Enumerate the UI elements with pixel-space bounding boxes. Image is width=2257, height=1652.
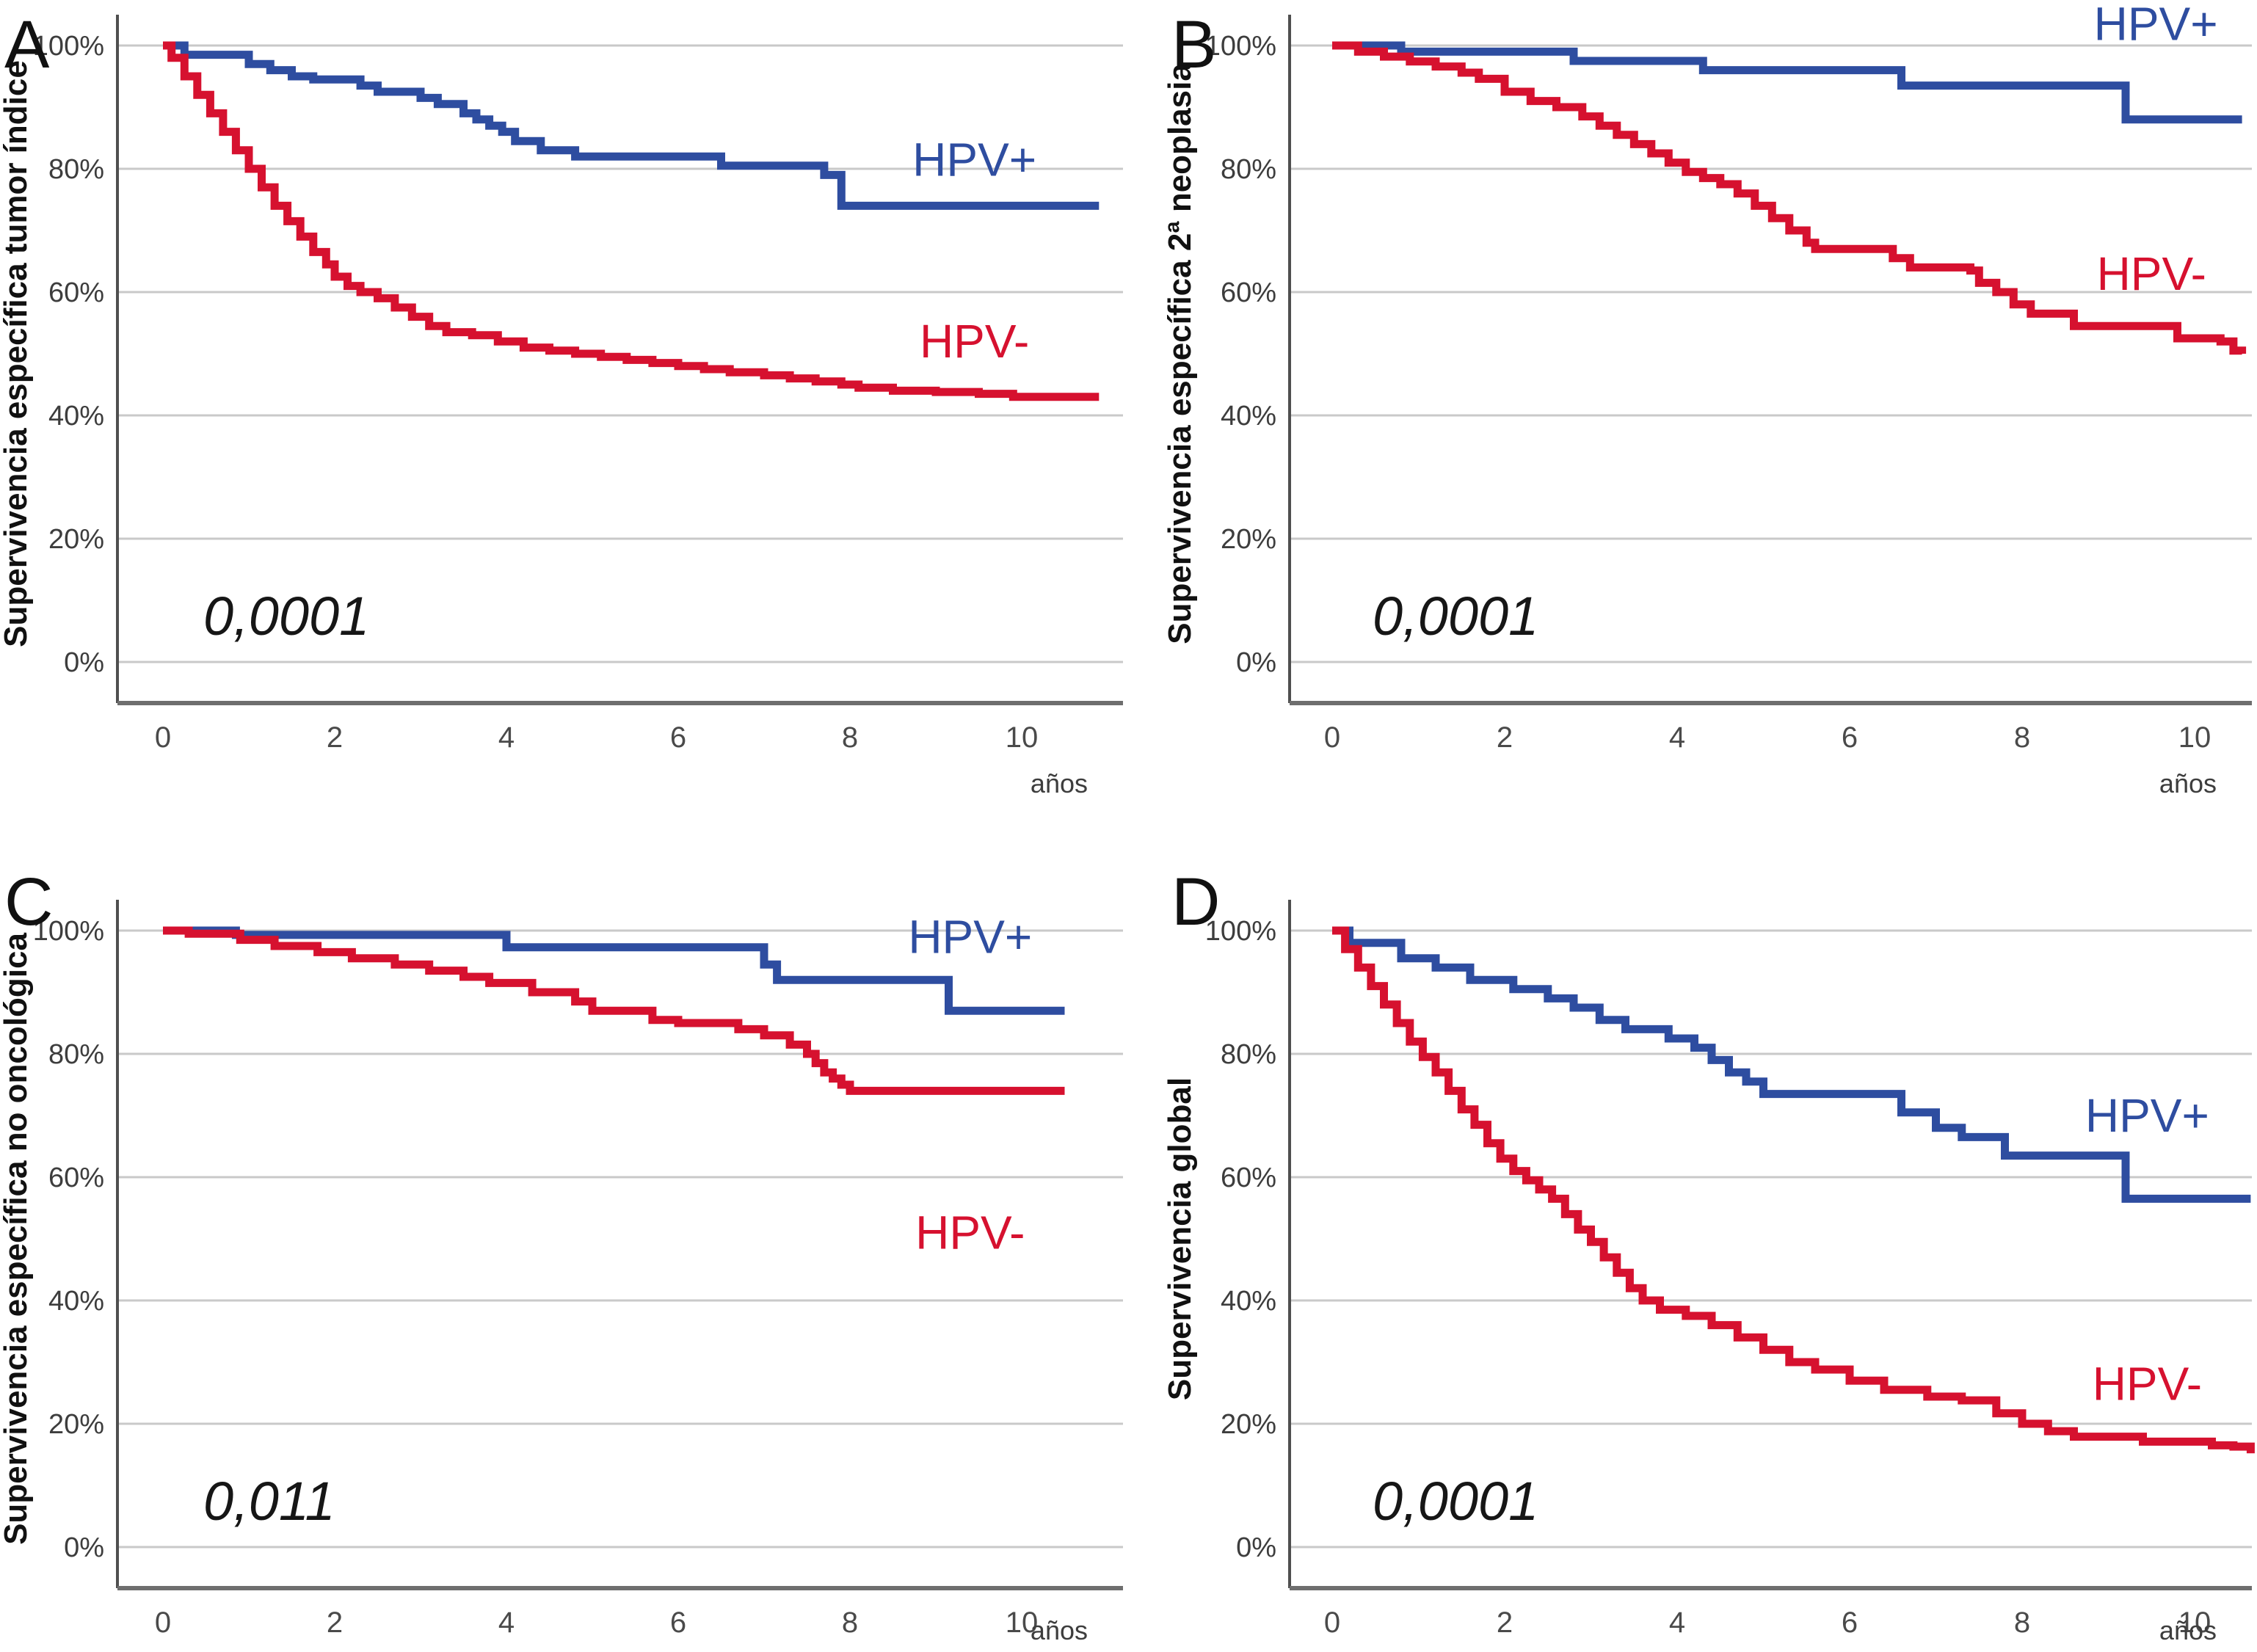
panel-c-chart: 100% 80% 60% 40% 20% 0% 0 2 4 6 8 10 C Supervivenc… xyxy=(0,865,1123,1645)
hpv-positive-curve xyxy=(163,41,1100,210)
p-value: 0,0001 xyxy=(1373,586,1538,647)
y-tick-label: 0% xyxy=(1236,647,1276,678)
y-tick-label: 80% xyxy=(48,1039,104,1070)
x-tick-labels: 0 2 4 6 8 10 xyxy=(155,1606,1038,1639)
p-value: 0,011 xyxy=(203,1471,335,1532)
y-tick-label: 40% xyxy=(1221,1286,1276,1317)
panel-d-chart: 100% 80% 60% 40% 20% 0% 0 2 4 6 8 10 D Supervivenc… xyxy=(1162,865,2255,1645)
hpv-negative-label: HPV- xyxy=(915,1207,1025,1259)
hpv-negative-curve xyxy=(163,926,1065,1095)
x-tick-label: 10 xyxy=(1006,721,1039,754)
x-tick-label: 2 xyxy=(1497,721,1513,754)
hpv-positive-curve xyxy=(1332,926,2251,1203)
x-tick-label: 4 xyxy=(1669,721,1685,754)
gridlines xyxy=(117,929,1123,1549)
y-tick-label: 40% xyxy=(1221,401,1276,432)
p-value: 0,0001 xyxy=(203,586,369,647)
y-tick-labels: 100% 80% 60% 40% 20% 0% xyxy=(33,31,104,678)
x-tick-label: 6 xyxy=(1842,1606,1858,1639)
x-tick-label: 8 xyxy=(2014,721,2030,754)
x-tick-label: 0 xyxy=(1324,721,1340,754)
x-tick-label: 0 xyxy=(155,721,171,754)
y-tick-label: 0% xyxy=(64,1532,104,1563)
y-tick-labels: 100% 80% 60% 40% 20% 0% xyxy=(1205,31,1276,678)
y-tick-label: 0% xyxy=(1236,1532,1276,1563)
panel-letter: C xyxy=(4,865,53,939)
x-tick-label: 8 xyxy=(842,721,858,754)
x-tick-label: 0 xyxy=(1324,1606,1340,1639)
y-tick-label: 60% xyxy=(1221,277,1276,308)
x-axis-unit: años xyxy=(1031,768,1088,798)
y-tick-label: 40% xyxy=(48,1286,104,1317)
x-tick-label: 10 xyxy=(2178,721,2211,754)
y-tick-label: 20% xyxy=(48,1409,104,1440)
hpv-positive-curve xyxy=(1332,41,2242,124)
gridlines xyxy=(1290,929,2252,1549)
x-axis-unit: años xyxy=(2159,1615,2217,1645)
y-tick-label: 40% xyxy=(48,401,104,432)
x-tick-label: 0 xyxy=(155,1606,171,1639)
hpv-negative-label: HPV- xyxy=(2097,247,2206,300)
x-tick-labels: 0 2 4 6 8 10 xyxy=(155,721,1038,754)
panel-a-chart: 100% 80% 60% 40% 20% 0% 0 2 4 6 8 10 A Supervivenc… xyxy=(0,7,1123,798)
x-tick-label: 2 xyxy=(327,721,343,754)
y-tick-label: 20% xyxy=(1221,524,1276,555)
y-tick-label: 100% xyxy=(33,916,104,947)
y-tick-label: 80% xyxy=(1221,1039,1276,1070)
y-tick-label: 20% xyxy=(1221,1409,1276,1440)
y-tick-label: 100% xyxy=(33,31,104,62)
y-tick-label: 80% xyxy=(48,154,104,185)
x-tick-label: 10 xyxy=(2178,1606,2211,1639)
hpv-negative-curve xyxy=(163,41,1100,401)
x-tick-label: 8 xyxy=(842,1606,858,1639)
hpv-negative-curve xyxy=(1332,926,2255,1454)
hpv-positive-label: HPV+ xyxy=(912,133,1036,186)
y-tick-label: 100% xyxy=(1205,916,1276,947)
y-tick-label: 0% xyxy=(64,647,104,678)
hpv-positive-label: HPV+ xyxy=(908,910,1032,963)
panel-letter: B xyxy=(1171,7,1216,82)
x-tick-labels: 0 2 4 6 8 10 xyxy=(1324,721,2211,754)
x-tick-label: 6 xyxy=(1842,721,1858,754)
y-axis-title: Supervivencia específica no oncológica xyxy=(0,933,34,1545)
panel-letter: A xyxy=(4,7,50,82)
x-tick-label: 8 xyxy=(2014,1606,2030,1639)
x-axis-unit: años xyxy=(2159,768,2217,798)
gridlines xyxy=(117,44,1123,663)
x-tick-label: 4 xyxy=(498,1606,515,1639)
y-axis-title: Supervivencia específica tumor índice xyxy=(0,60,34,647)
x-tick-label: 6 xyxy=(670,1606,686,1639)
hpv-positive-label: HPV+ xyxy=(2094,0,2218,51)
gridlines xyxy=(1290,44,2252,663)
y-tick-label: 80% xyxy=(1221,154,1276,185)
x-tick-label: 2 xyxy=(327,1606,343,1639)
panel-b-chart: 100% 80% 60% 40% 20% 0% 0 2 4 6 8 10 B Supervivenc… xyxy=(1162,0,2252,798)
panel-letter: D xyxy=(1171,865,1220,939)
x-tick-label: 6 xyxy=(670,721,686,754)
hpv-positive-label: HPV+ xyxy=(2085,1089,2209,1142)
y-axis-title: Supervivencia específica 2ª neoplasia xyxy=(1162,63,1198,644)
y-tick-label: 60% xyxy=(48,277,104,308)
y-tick-label: 60% xyxy=(1221,1162,1276,1193)
y-axis-title: Supervivencia global xyxy=(1162,1077,1198,1400)
x-tick-label: 4 xyxy=(498,721,515,754)
x-axis-unit: años xyxy=(1031,1615,1088,1645)
y-tick-labels: 100% 80% 60% 40% 20% 0% xyxy=(33,916,104,1563)
x-tick-label: 10 xyxy=(1006,1606,1039,1639)
y-tick-labels: 100% 80% 60% 40% 20% 0% xyxy=(1205,916,1276,1563)
hpv-negative-curve xyxy=(1332,41,2247,355)
hpv-negative-label: HPV- xyxy=(920,315,1029,368)
hpv-negative-label: HPV- xyxy=(2093,1357,2202,1410)
y-tick-label: 20% xyxy=(48,524,104,555)
y-tick-label: 100% xyxy=(1205,31,1276,62)
y-tick-label: 60% xyxy=(48,1162,104,1193)
x-tick-label: 4 xyxy=(1669,1606,1685,1639)
p-value: 0,0001 xyxy=(1373,1471,1538,1532)
x-tick-labels: 0 2 4 6 8 10 xyxy=(1324,1606,2211,1639)
x-tick-label: 2 xyxy=(1497,1606,1513,1639)
